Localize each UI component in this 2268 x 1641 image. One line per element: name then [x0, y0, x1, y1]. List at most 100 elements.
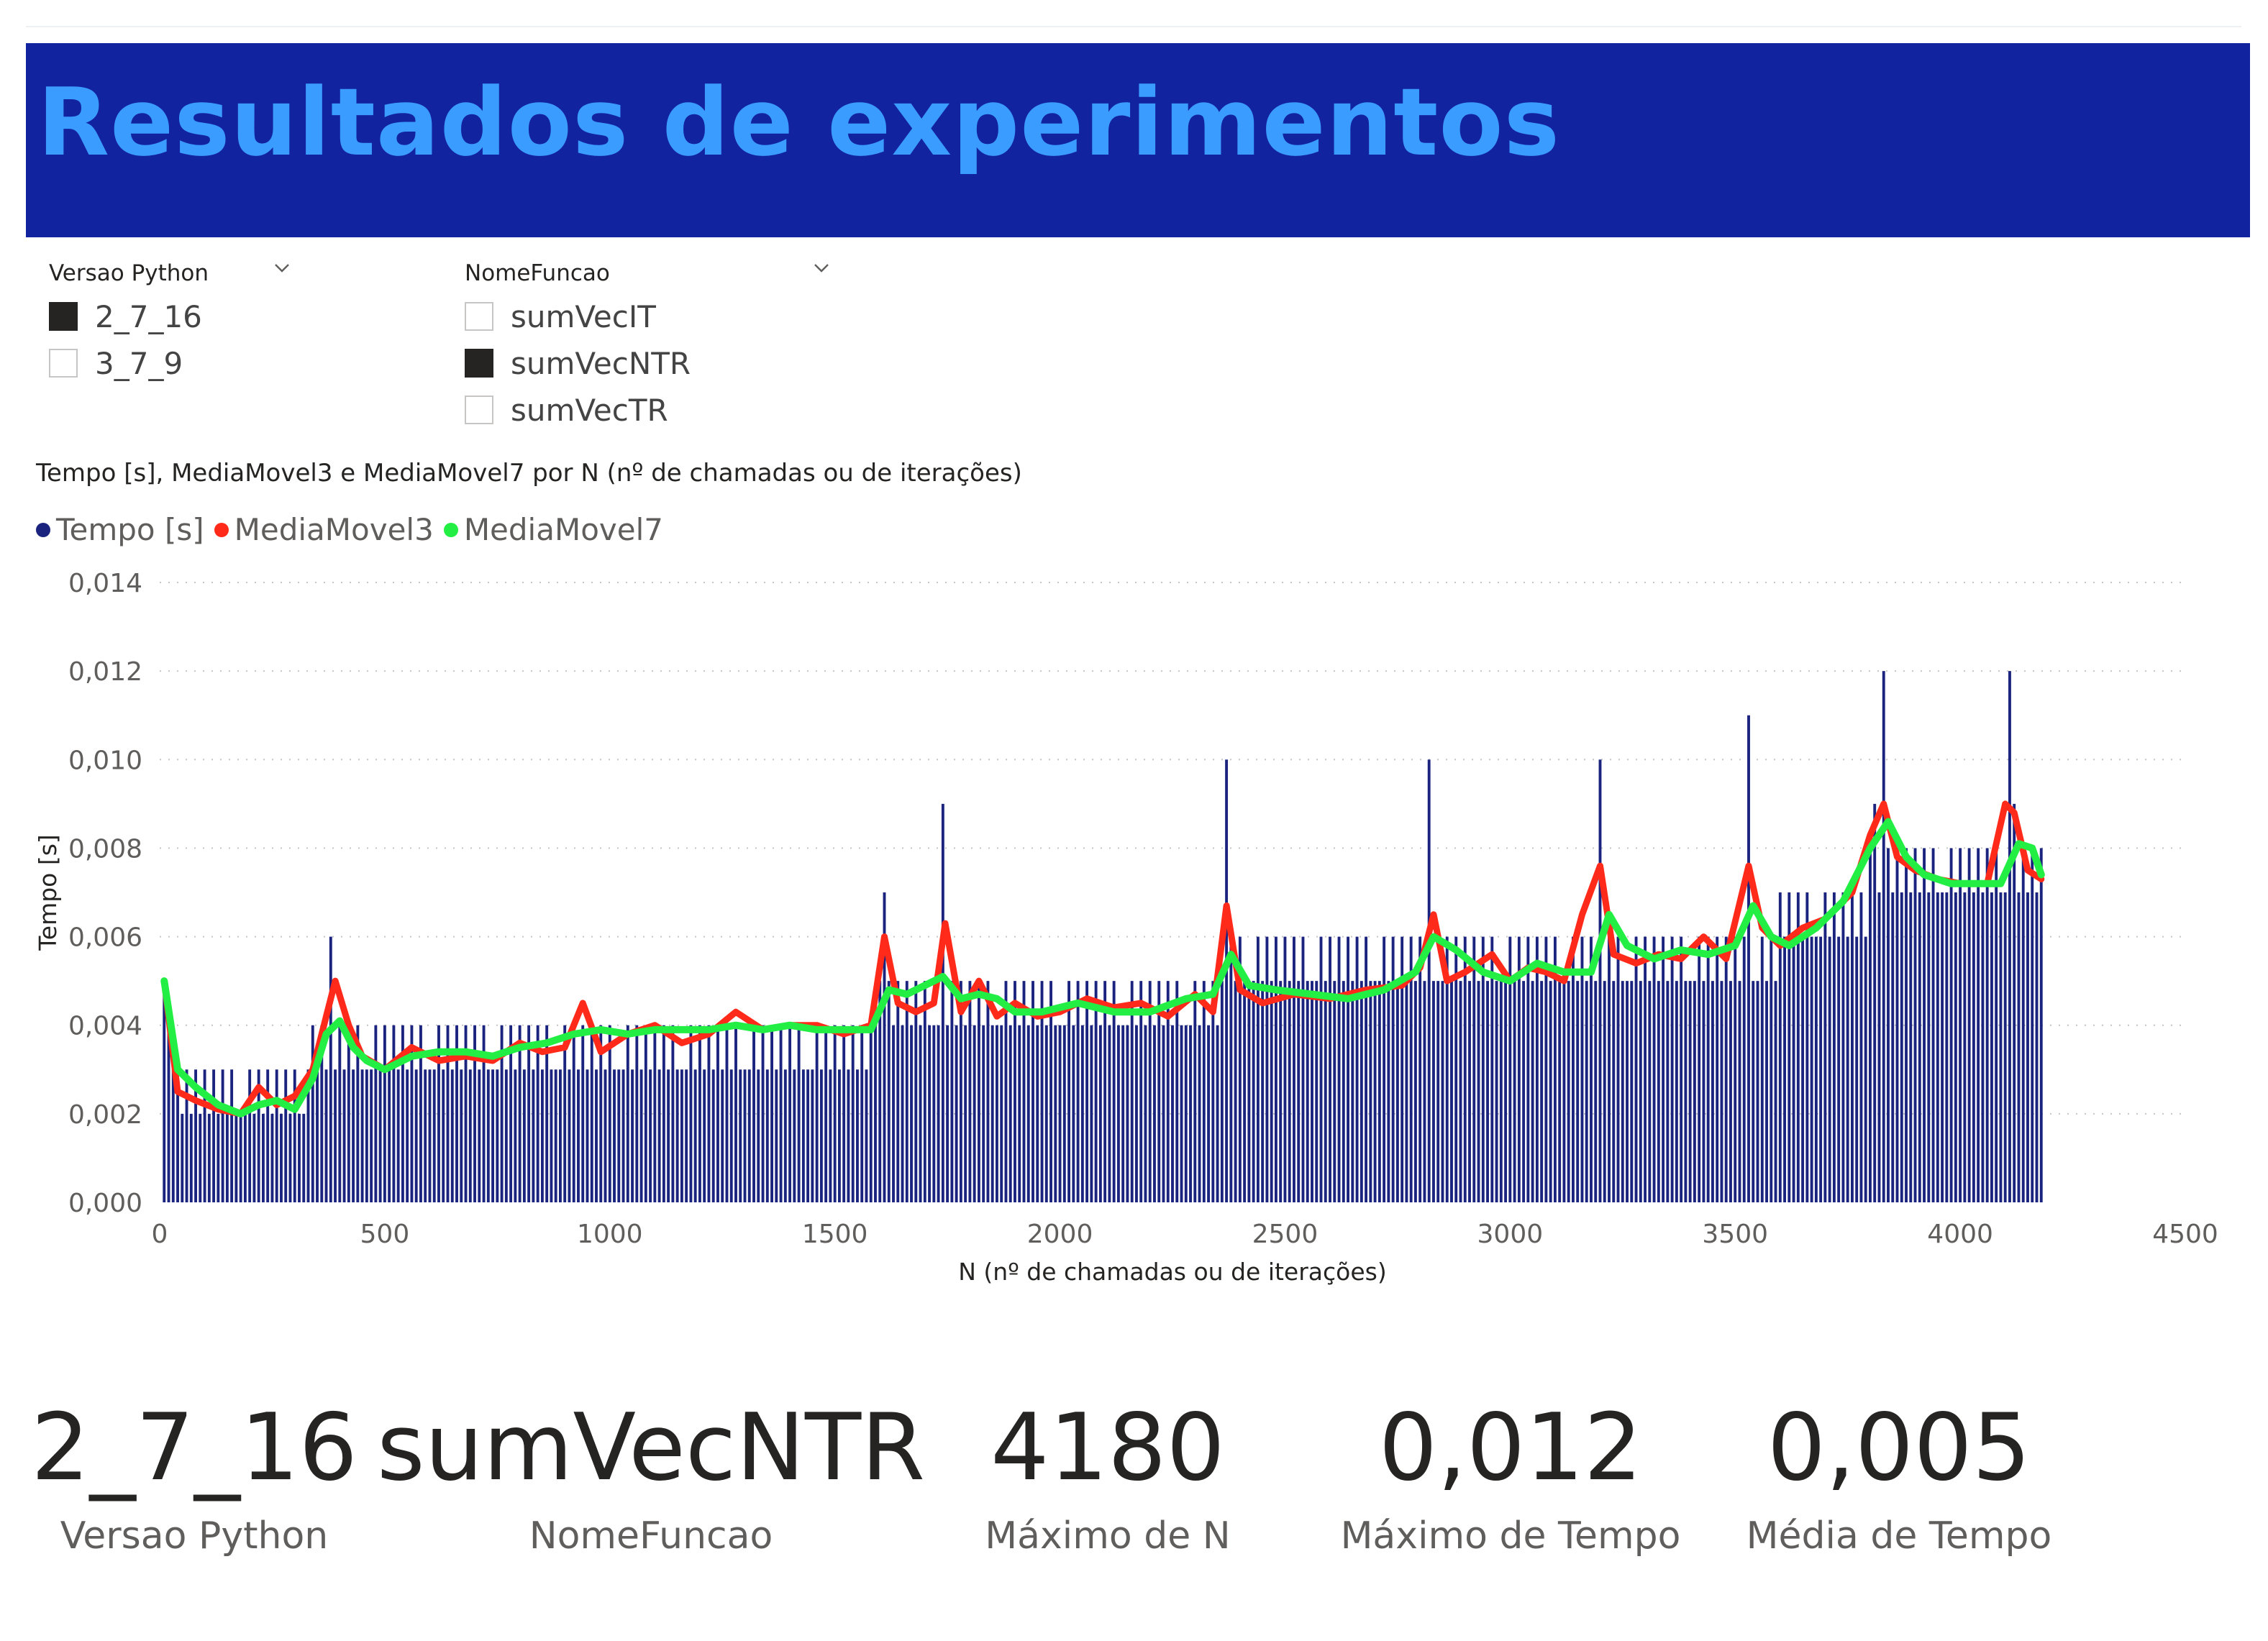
bar	[1612, 981, 1616, 1202]
bar	[1887, 848, 1890, 1202]
bar	[811, 1069, 814, 1202]
bar	[1098, 1025, 1102, 1202]
legend-item-mediamovel7[interactable]: MediaMovel7	[443, 512, 663, 547]
bar	[1662, 936, 1665, 1202]
bar	[856, 1069, 859, 1202]
bar	[946, 1025, 949, 1202]
bar	[2026, 892, 2029, 1202]
bar	[1044, 1025, 1048, 1202]
bar	[167, 1025, 170, 1202]
checkbox[interactable]	[465, 302, 493, 331]
legend-item-tempo[interactable]: Tempo [s]	[36, 512, 204, 547]
x-tick-label: 0	[152, 1220, 168, 1249]
bar	[1544, 936, 1548, 1202]
bar	[293, 1069, 296, 1202]
chevron-down-icon[interactable]	[273, 259, 291, 276]
bar	[653, 1025, 657, 1202]
bar	[270, 1113, 274, 1202]
bar	[1585, 981, 1588, 1202]
bar	[1985, 848, 1989, 1202]
bar	[2008, 671, 2011, 1202]
bar	[1630, 981, 1634, 1202]
kpi-versao-python: 2_7_16 Versao Python	[29, 1402, 360, 1558]
bar	[446, 1025, 450, 1202]
checkbox[interactable]	[465, 349, 493, 378]
bar	[1454, 936, 1458, 1202]
bar	[1639, 981, 1642, 1202]
bar	[761, 1025, 765, 1202]
kpi-value: 0,005	[1767, 1394, 2031, 1501]
bar	[1549, 981, 1552, 1202]
bar	[396, 1069, 400, 1202]
bar	[288, 1113, 292, 1202]
bar	[1080, 1025, 1084, 1202]
bar	[1383, 936, 1386, 1202]
bar	[1207, 1025, 1211, 1202]
bar	[1472, 936, 1476, 1202]
kpi-nome-funcao: sumVecNTR NomeFuncao	[374, 1402, 928, 1558]
bar	[347, 1025, 350, 1202]
kpi-caption: Versao Python	[60, 1514, 329, 1558]
bar	[203, 1069, 206, 1202]
bar	[1148, 981, 1152, 1202]
bar	[1184, 1025, 1188, 1202]
y-tick-label: 0,010	[68, 746, 142, 775]
slicer-option-sumvecntr[interactable]: sumVecNTR	[465, 345, 691, 381]
bar	[1747, 715, 1750, 1202]
slicer-option-2_7_16[interactable]: 2_7_16	[49, 299, 202, 334]
bar	[1427, 759, 1431, 1202]
bar	[1401, 936, 1404, 1202]
bar	[1481, 936, 1485, 1202]
checkbox[interactable]	[49, 302, 78, 331]
bar	[1018, 1025, 1021, 1202]
bar	[550, 1069, 553, 1202]
bar	[414, 1069, 418, 1202]
bar	[1418, 936, 1422, 1202]
bar	[1778, 892, 1782, 1202]
bar	[914, 981, 918, 1202]
bar	[671, 1025, 675, 1202]
bar	[851, 1025, 855, 1202]
legend-item-mediamovel3[interactable]: MediaMovel3	[214, 512, 434, 547]
bar	[1252, 981, 1255, 1202]
x-tick-label: 1500	[802, 1220, 868, 1249]
bar	[829, 1069, 832, 1202]
bar	[1869, 848, 1872, 1202]
bar	[1513, 981, 1516, 1202]
slicer-option-sumvectr[interactable]: sumVecTR	[465, 393, 668, 428]
bar	[1377, 981, 1381, 1202]
bar	[486, 1069, 490, 1202]
bar	[644, 1025, 647, 1202]
bar	[577, 1069, 580, 1202]
bar	[424, 1069, 427, 1202]
bar	[329, 936, 332, 1202]
chevron-down-icon[interactable]	[813, 259, 830, 276]
bar	[1139, 981, 1143, 1202]
bar	[1823, 892, 1827, 1202]
bar	[1355, 936, 1359, 1202]
checkbox[interactable]	[465, 396, 493, 424]
bar	[181, 1113, 184, 1202]
bar	[1959, 848, 1962, 1202]
slicer-option-sumvecit[interactable]: sumVecIT	[465, 299, 656, 334]
bar	[401, 1025, 404, 1202]
bar	[442, 1069, 445, 1202]
slicer-versao-label: Versao Python	[49, 260, 209, 286]
bar	[1036, 1025, 1039, 1202]
bar	[1913, 848, 1917, 1202]
slicer-option-3_7_9[interactable]: 3_7_9	[49, 346, 183, 381]
bar	[1576, 981, 1580, 1202]
bar	[1760, 936, 1764, 1202]
bar	[707, 1025, 711, 1202]
checkbox[interactable]	[49, 349, 78, 378]
bar	[464, 1025, 468, 1202]
bar	[703, 1069, 706, 1202]
slicer-option-label: sumVecNTR	[511, 345, 691, 381]
bar	[599, 1025, 603, 1202]
slicer-versao-python: Versao Python 2_7_16 3_7_9	[49, 260, 301, 390]
bar	[689, 1025, 693, 1202]
bar	[306, 1069, 310, 1202]
tempo-chart[interactable]: 0,000 0,002 0,004 0,006 0,008 0,010 0,012 0,014…	[0, 547, 2268, 1294]
bar	[1450, 981, 1453, 1202]
bar	[1963, 892, 1967, 1202]
